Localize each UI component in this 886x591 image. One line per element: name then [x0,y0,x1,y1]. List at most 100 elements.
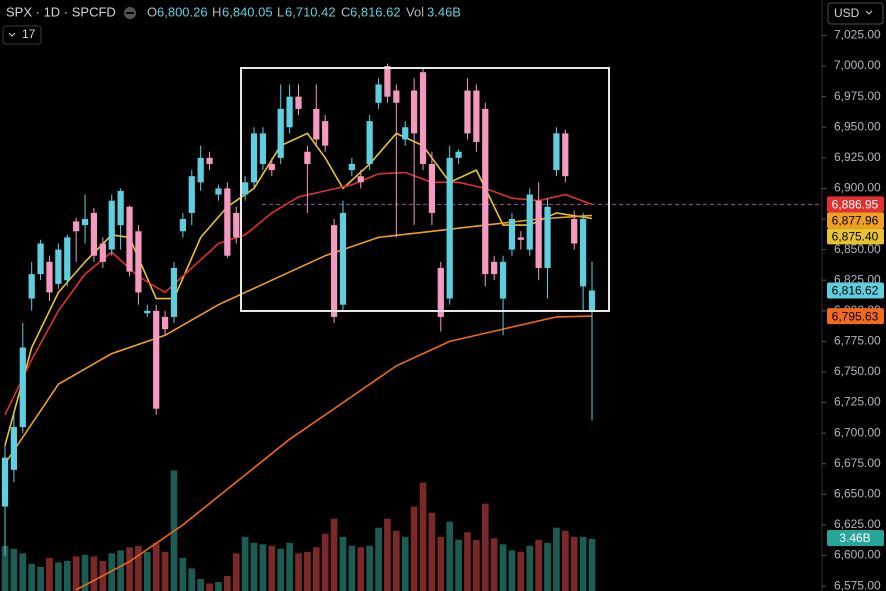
candle-body [313,108,320,140]
currency-selector[interactable] [827,2,884,25]
volume-bar [188,568,196,591]
candle-body [81,219,89,226]
close-label: C [341,4,350,19]
candle-body [535,200,542,268]
candle-body [10,427,18,470]
volume-bar [535,539,542,591]
candle-body [375,84,382,103]
volume-bar [526,545,534,591]
candle-body [526,194,533,250]
close-value: 6,816.62 [350,4,401,19]
candle-body [330,225,338,317]
volume-bar [259,544,267,591]
volume-bar [410,506,418,591]
y-tick-label: 6,975.00 [834,89,881,103]
symbol[interactable]: SPX · 1D · SPCFD [6,4,116,19]
y-tick-label: 6,575.00 [834,578,881,591]
volume-bar [455,539,462,591]
price-label-bg [827,308,884,325]
volume-bar [428,512,436,591]
status-dash [126,12,134,14]
volume-bar [232,553,240,591]
rectangle-drawing[interactable] [240,67,610,312]
high-value: 6,840.05 [222,4,273,19]
indicator-count: 17 [22,27,36,41]
price-label: 6,795.63 [832,309,879,323]
y-tick-label: 6,675.00 [834,456,881,470]
volume-bar [126,547,133,591]
volume-bar [579,536,587,591]
volume-bar [304,551,311,591]
volume-bar [330,518,338,591]
candle-body [224,188,231,256]
y-tick-label: 6,775.00 [834,334,881,348]
candle-body [295,96,302,109]
legend: SPX · 1D · SPCFD O 6,800.26 H 6,840.05 L… [2,4,461,45]
moving-average [4,132,593,446]
volume-bar [286,542,293,591]
candle-body [126,206,133,272]
candle-body [402,127,409,140]
price-label: 6,877.96 [832,214,879,228]
price-label: 6,816.62 [832,284,879,298]
price-label-bg [827,212,884,229]
vol-value: 3.46B [427,4,461,19]
candle-body [250,133,258,183]
volume-bar [90,556,98,591]
candle-body [197,157,204,183]
candle-body [19,347,26,428]
candle-body [411,90,418,134]
candle-body [90,212,98,256]
candle-body [437,267,444,317]
open-label: O [147,4,157,19]
volume-bar [544,542,551,591]
volume-label-bg [827,530,884,546]
y-tick-label: 7,000.00 [834,58,881,72]
y-tick-label: 7,025.00 [834,28,881,42]
candle-body [473,90,480,142]
candle-body [268,163,275,171]
candle-body [357,176,364,183]
candle-body [215,188,222,195]
volume-bar [375,527,382,591]
volume-bar [135,545,142,591]
y-tick-label: 6,600.00 [834,548,881,562]
candle-body [464,90,471,134]
volume-bar [19,553,27,591]
y-tick-label: 6,725.00 [834,395,881,409]
chevron-icon [865,10,873,15]
volume-bar [81,554,89,591]
y-tick-label: 6,700.00 [834,425,881,439]
indicators-toggle[interactable] [2,25,42,45]
volume-bar [37,566,44,591]
currency: USD [834,6,860,20]
volume-bar [464,532,471,591]
price-label-bg [827,282,884,299]
volume-bar [224,575,231,591]
volume-bar [366,545,373,591]
volume-bar [437,536,445,591]
volume-bar [588,538,596,591]
volume-bar [108,553,116,591]
candle-body [153,310,160,409]
price-label: 6,875.40 [832,230,879,244]
candle-body [553,133,560,171]
candle-body [455,151,462,158]
volume-bar [1,545,9,591]
candle-body [419,72,427,164]
high-label: H [212,4,221,19]
volume-bar [339,536,347,591]
volume-bar [63,560,71,591]
volume-bar [401,536,409,591]
candle-body [135,231,142,293]
low-value: 6,710.42 [285,4,336,19]
volume-bar [72,556,80,591]
candle-body [339,212,347,305]
y-tick-label: 6,850.00 [834,242,881,256]
chevron-icon [8,32,16,37]
candle-body [499,261,507,299]
candle-body [188,176,195,213]
candle-body [28,274,35,299]
